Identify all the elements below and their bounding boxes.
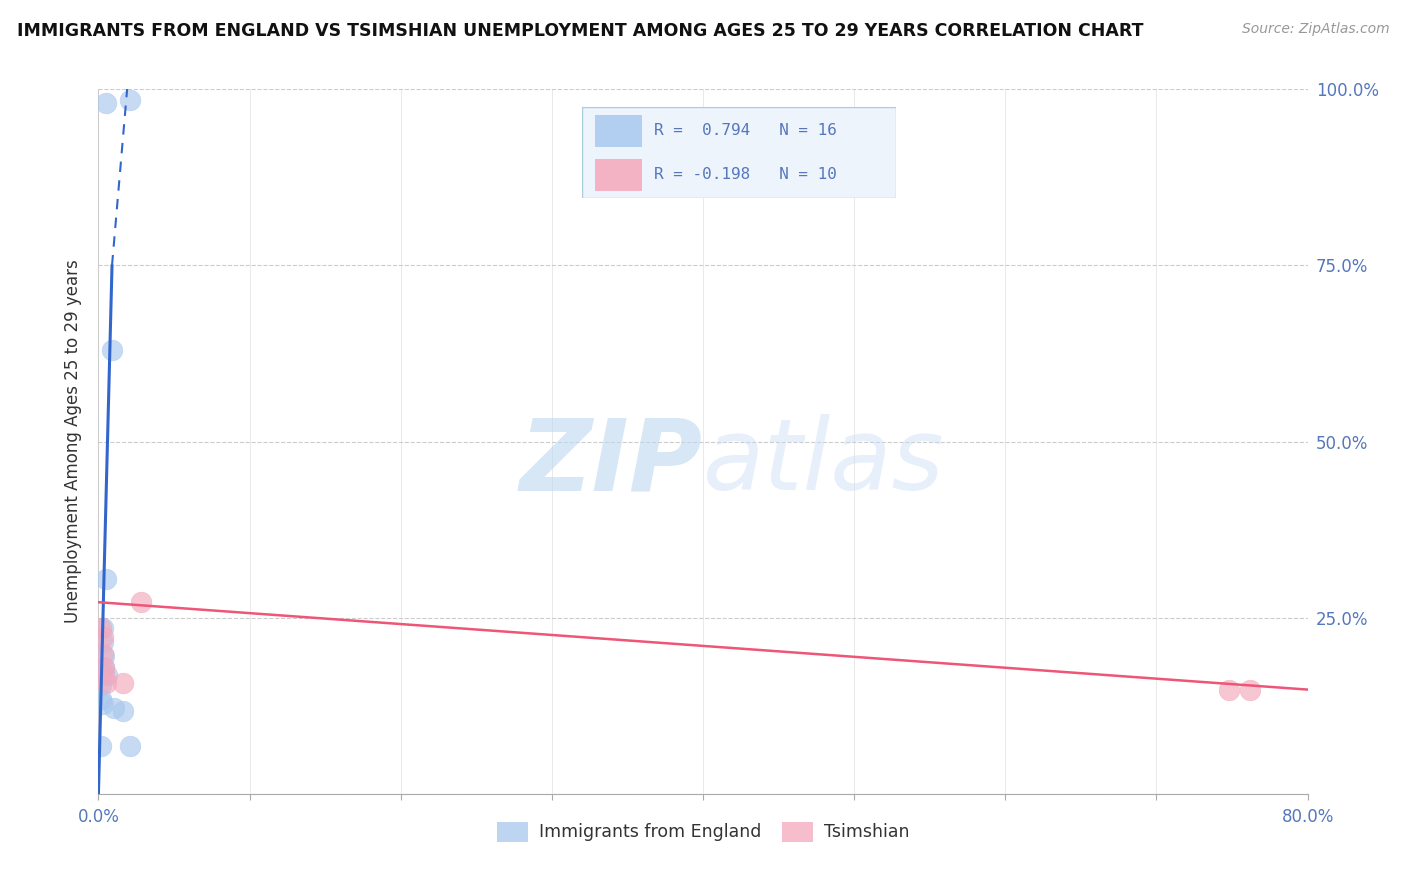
Text: Source: ZipAtlas.com: Source: ZipAtlas.com	[1241, 22, 1389, 37]
Point	[111, 675, 134, 690]
Point	[94, 96, 117, 111]
Point	[90, 678, 112, 692]
Point	[91, 635, 114, 649]
Point	[120, 739, 142, 753]
Point	[94, 675, 117, 690]
Point	[1239, 682, 1261, 697]
Text: ZIP: ZIP	[520, 414, 703, 511]
Text: IMMIGRANTS FROM ENGLAND VS TSIMSHIAN UNEMPLOYMENT AMONG AGES 25 TO 29 YEARS CORR: IMMIGRANTS FROM ENGLAND VS TSIMSHIAN UNE…	[17, 22, 1143, 40]
Point	[90, 739, 112, 753]
Point	[129, 595, 152, 609]
Point	[90, 691, 112, 706]
Point	[93, 661, 115, 675]
Point	[91, 631, 114, 645]
Point	[90, 621, 112, 635]
Point	[93, 660, 115, 674]
Y-axis label: Unemployment Among Ages 25 to 29 years: Unemployment Among Ages 25 to 29 years	[65, 260, 83, 624]
Point	[101, 343, 124, 357]
Point	[120, 93, 142, 107]
Point	[91, 621, 114, 635]
Point	[1218, 682, 1240, 697]
Point	[93, 649, 115, 664]
Point	[91, 697, 114, 711]
Point	[93, 668, 115, 682]
Point	[91, 648, 114, 662]
Point	[103, 701, 125, 715]
Point	[96, 668, 118, 682]
Point	[94, 572, 117, 586]
Text: atlas: atlas	[703, 414, 945, 511]
Legend: Immigrants from England, Tsimshian: Immigrants from England, Tsimshian	[491, 814, 915, 848]
Point	[111, 704, 134, 718]
